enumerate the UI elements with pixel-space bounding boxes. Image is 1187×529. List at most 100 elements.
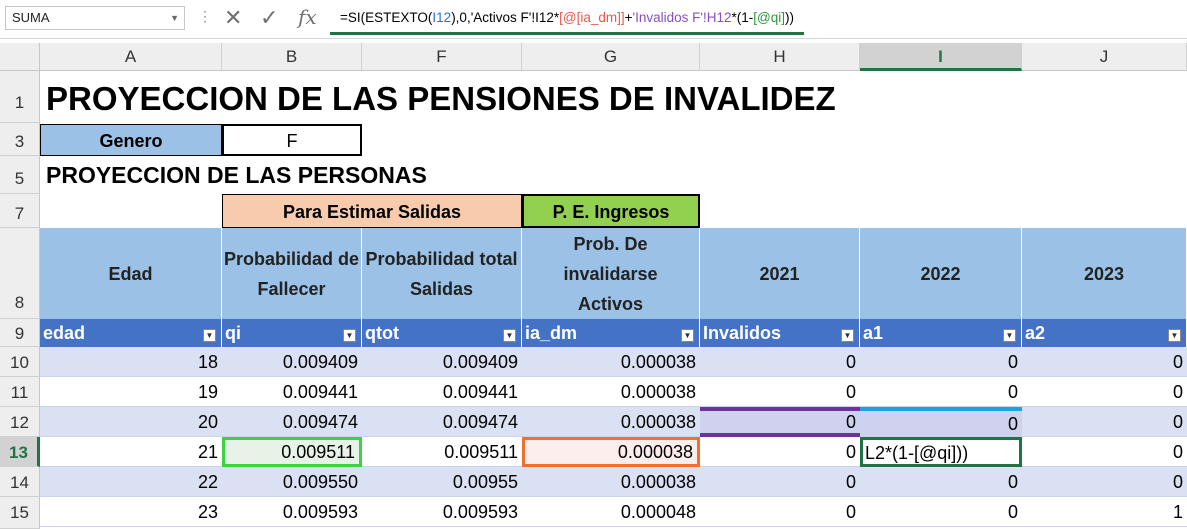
- table-row: 19 0.009441 0.009441 0.000038 0 0 0: [40, 377, 1187, 407]
- cell-qtot[interactable]: 0.009511: [444, 442, 518, 462]
- header-edad: Edad: [40, 228, 222, 319]
- cell-a1[interactable]: 0: [1007, 502, 1018, 522]
- cell-ia-dm[interactable]: 0.000048: [620, 502, 696, 522]
- cell-invalidos[interactable]: 0: [845, 472, 856, 492]
- cell-qtot[interactable]: 0.00955: [452, 472, 518, 492]
- cancel-icon[interactable]: ✕: [224, 5, 243, 30]
- cell-edad[interactable]: 19: [197, 382, 218, 402]
- filter-dropdown-icon[interactable]: ▼: [343, 329, 356, 342]
- cell-a2[interactable]: 0: [1172, 352, 1183, 372]
- table-header-invalidos: Invalidos ▼: [700, 319, 860, 347]
- formula-input[interactable]: =SI(ESTEXTO(I12),0,'Activos F'!I12*[@[ia…: [330, 4, 1187, 32]
- header-prob-fallecer: Probabilidad de Fallecer: [222, 228, 362, 319]
- cell-edad[interactable]: 18: [197, 352, 218, 372]
- cell-a1[interactable]: 0: [1007, 352, 1018, 372]
- cell-ia-dm[interactable]: 0.000038: [522, 437, 700, 467]
- row-header-9[interactable]: 9: [0, 319, 40, 347]
- column-header-b[interactable]: B: [222, 43, 362, 71]
- formula-token: I12: [432, 10, 452, 25]
- formula-token: 'Invalidos F'!H12: [632, 10, 732, 25]
- header-2023: 2023: [1022, 228, 1187, 319]
- formula-token: +: [624, 10, 633, 25]
- header-prob-invalidarse: Prob. De invalidarse Activos: [522, 228, 700, 319]
- column-header-h[interactable]: H: [700, 43, 860, 71]
- insert-function-icon[interactable]: fx: [298, 5, 317, 29]
- cell-a2[interactable]: 0: [1172, 382, 1183, 402]
- name-box-value: SUMA: [12, 10, 50, 25]
- cell-edad[interactable]: 21: [197, 442, 218, 462]
- cell-qtot[interactable]: 0.009474: [442, 412, 518, 432]
- group-header-salidas: Para Estimar Salidas: [222, 194, 522, 228]
- page-title: PROYECCION DE LAS PENSIONES DE INVALIDEZ: [46, 80, 836, 117]
- table-row: 23 0.009593 0.009593 0.000048 0 0 1: [40, 497, 1187, 527]
- cell-edad[interactable]: 20: [197, 412, 218, 432]
- cell-qi[interactable]: 0.009593: [282, 502, 358, 522]
- filter-dropdown-icon[interactable]: ▼: [503, 329, 516, 342]
- cell-invalidos[interactable]: 0: [845, 502, 856, 522]
- formula-bar: SUMA ▼ ⋮ ✕ ✓ fx =SI(ESTEXTO(I12),0,'Activ…: [0, 0, 1187, 39]
- table-row: 18 0.009409 0.009409 0.000038 0 0 0: [40, 347, 1187, 377]
- row-header-10[interactable]: 10: [0, 347, 40, 377]
- enter-icon[interactable]: ✓: [260, 5, 279, 30]
- row-header-1[interactable]: 1: [0, 71, 40, 123]
- cell-qi[interactable]: 0.009409: [282, 352, 358, 372]
- cell-a1[interactable]: 0: [1007, 472, 1018, 492]
- cell-edad[interactable]: 23: [197, 502, 218, 522]
- cell-a2[interactable]: 1: [1172, 502, 1183, 522]
- cell-qtot[interactable]: 0.009441: [442, 382, 518, 402]
- row-header-14[interactable]: 14: [0, 467, 40, 497]
- cell-qi[interactable]: 0.009511: [222, 437, 362, 467]
- cell-ia-dm[interactable]: 0.000038: [620, 412, 696, 432]
- section-subtitle: PROYECCION DE LAS PERSONAS: [46, 162, 427, 188]
- row-header-7[interactable]: 7: [0, 194, 40, 228]
- formula-token: *(1-: [731, 10, 754, 25]
- column-header-a[interactable]: A: [40, 43, 222, 71]
- cell-invalidos[interactable]: 0: [845, 352, 856, 372]
- formula-token: [@qi]: [753, 10, 785, 25]
- row-header-3[interactable]: 3: [0, 123, 40, 156]
- cell-invalidos[interactable]: 0: [845, 382, 856, 402]
- cell-a1[interactable]: 0: [1007, 382, 1018, 402]
- cell-a2[interactable]: 0: [1172, 412, 1183, 432]
- name-box[interactable]: SUMA ▼: [5, 6, 185, 30]
- cell-a1-editing[interactable]: L2*(1-[@qi])): [860, 437, 1022, 467]
- header-2021: 2021: [700, 228, 860, 319]
- column-header-f[interactable]: F: [362, 43, 522, 71]
- cell-qi[interactable]: 0.009441: [282, 382, 358, 402]
- column-header-j[interactable]: J: [1022, 43, 1187, 71]
- row-header-15[interactable]: 15: [0, 497, 40, 529]
- cell-qi[interactable]: 0.009550: [282, 472, 358, 492]
- row-header-12[interactable]: 12: [0, 407, 40, 437]
- more-options-icon[interactable]: ⋮: [198, 8, 212, 24]
- cell-invalidos[interactable]: 0: [845, 442, 856, 462]
- cell-edad[interactable]: 22: [197, 472, 218, 492]
- cell-ia-dm[interactable]: 0.000038: [620, 382, 696, 402]
- table-header-qi: qi ▼: [222, 319, 362, 347]
- row-header-13[interactable]: 13: [0, 437, 40, 467]
- column-header-i[interactable]: I: [860, 43, 1022, 71]
- row-header-11[interactable]: 11: [0, 377, 40, 407]
- row-header-5[interactable]: 5: [0, 156, 40, 194]
- filter-dropdown-icon[interactable]: ▼: [203, 329, 216, 342]
- chevron-down-icon[interactable]: ▼: [170, 13, 179, 23]
- fx-label: fx: [298, 5, 317, 29]
- genero-value[interactable]: F: [222, 124, 362, 156]
- cell-a1[interactable]: 0: [860, 407, 1022, 437]
- cell-invalidos[interactable]: 0: [700, 407, 860, 437]
- cell-ia-dm[interactable]: 0.000038: [620, 472, 696, 492]
- row-header-8[interactable]: 8: [0, 228, 40, 319]
- cell-qtot[interactable]: 0.009409: [442, 352, 518, 372]
- cell-qi[interactable]: 0.009474: [282, 412, 358, 432]
- filter-dropdown-icon[interactable]: ▼: [1168, 329, 1181, 342]
- cell-qtot[interactable]: 0.009593: [442, 502, 518, 522]
- cell-ia-dm[interactable]: 0.000038: [620, 352, 696, 372]
- select-all-corner[interactable]: [0, 43, 40, 71]
- filter-dropdown-icon[interactable]: ▼: [1003, 329, 1016, 342]
- column-header-g[interactable]: G: [522, 43, 700, 71]
- cell-a2[interactable]: 0: [1172, 442, 1183, 462]
- filter-dropdown-icon[interactable]: ▼: [681, 329, 694, 342]
- table-row: 21 0.009511 0.009511 0.000038 0 L2*(1-[@qi]))…: [40, 437, 1187, 467]
- table-header-label: a1: [863, 323, 884, 343]
- filter-dropdown-icon[interactable]: ▼: [841, 329, 854, 342]
- cell-a2[interactable]: 0: [1172, 472, 1183, 492]
